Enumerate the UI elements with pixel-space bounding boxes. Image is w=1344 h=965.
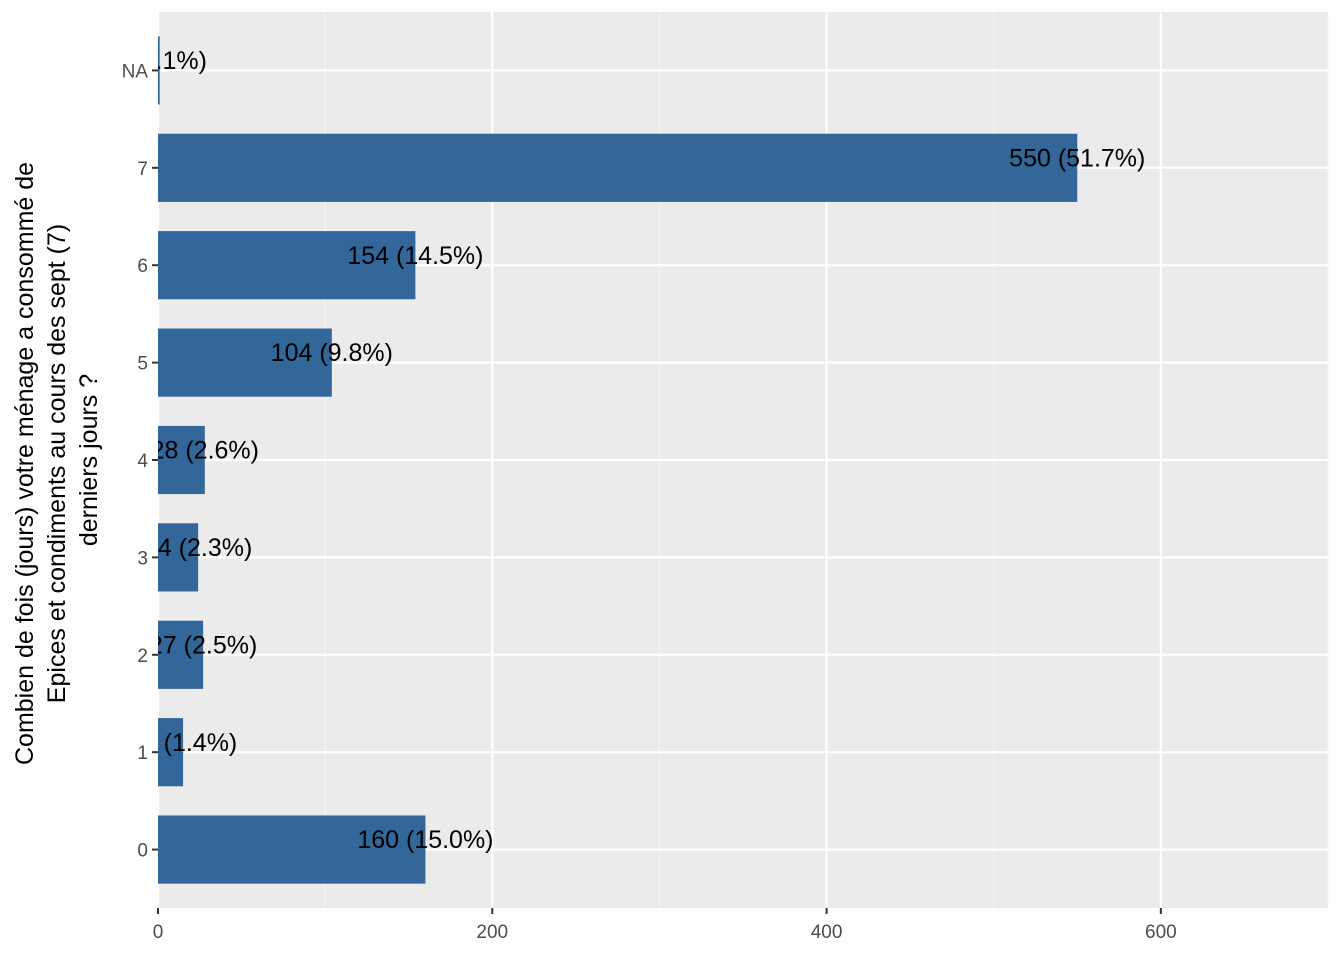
- value-labels: 160 (15.0%) 15 (1.4%) 27 (2.5%) 24 (2.3%) 28…: [112, 47, 1145, 854]
- value-label: 28 (2.6%): [151, 437, 259, 465]
- value-label: 160 (15.0%): [357, 826, 493, 854]
- x-tick-label: 400: [811, 922, 843, 943]
- bar: [158, 328, 332, 397]
- y-tick-label: 5: [137, 354, 148, 375]
- bar: [158, 718, 184, 787]
- x-tick-label: 600: [1145, 922, 1177, 943]
- y-tick-label: 2: [137, 646, 148, 667]
- value-label: 104 (9.8%): [271, 339, 393, 367]
- y-tick-label: 0: [137, 841, 148, 862]
- value-label: 27 (2.5%): [149, 631, 257, 659]
- value-label: 550 (51.7%): [1009, 144, 1145, 172]
- y-tick-label: NA: [122, 61, 149, 82]
- y-axis-title-line: derniers jours ?: [75, 374, 103, 546]
- bar: [158, 36, 160, 105]
- y-tick-label: 3: [137, 548, 148, 569]
- bar: [158, 620, 204, 689]
- y-tick-label: 1: [137, 743, 148, 764]
- bar: [158, 425, 205, 495]
- y-axis-title-line: Combien de fois (jours) votre ménage a c…: [11, 162, 39, 765]
- axes: 0 200 400 600 0 1 2 3 4 5 6 7 NA: [122, 61, 1177, 943]
- bar: [158, 815, 426, 884]
- y-axis-title-line: Epices et condiments au cours des sept (…: [43, 224, 71, 703]
- y-tick-label: 7: [137, 159, 148, 180]
- y-tick-label: 4: [137, 451, 148, 472]
- bar: [158, 133, 1078, 202]
- y-tick-label: 6: [137, 256, 148, 277]
- x-tick-label: 0: [153, 922, 164, 943]
- y-axis-title: Combien de fois (jours) votre ménage a c…: [11, 155, 103, 765]
- bar: [158, 523, 199, 592]
- value-label: 15 (1.4%): [129, 729, 237, 757]
- value-label: 24 (2.3%): [144, 534, 252, 562]
- bars: [158, 36, 1078, 884]
- bar: [158, 231, 416, 300]
- value-label: 1 (0.1%): [112, 47, 206, 75]
- value-label: 154 (14.5%): [347, 242, 483, 270]
- x-tick-label: 200: [476, 922, 508, 943]
